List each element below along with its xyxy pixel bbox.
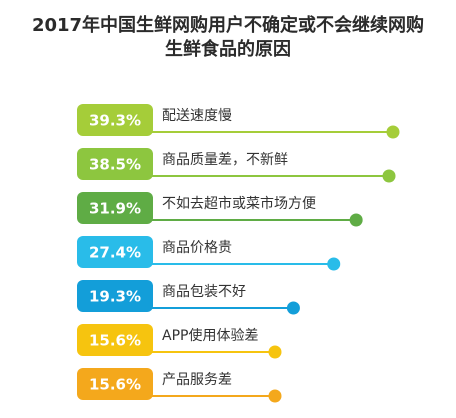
value-label: 38.5% bbox=[89, 156, 141, 174]
chart-title-line-2: 生鲜食品的原因 bbox=[165, 39, 291, 60]
category-label: 商品质量差，不新鲜 bbox=[162, 152, 288, 168]
bar-row: 15.6% 产品服务差 bbox=[77, 368, 282, 403]
chart-title-line-1: 2017年中国生鲜网购用户不确定或不会继续网购 bbox=[31, 15, 425, 36]
chart-title: 2017年中国生鲜网购用户不确定或不会继续网购 生鲜食品的原因 bbox=[0, 14, 456, 62]
bar-end-dot bbox=[268, 345, 282, 359]
value-badge bbox=[77, 280, 153, 312]
value-label: 19.3% bbox=[89, 288, 141, 306]
value-label: 31.9% bbox=[89, 200, 141, 218]
value-badge bbox=[77, 148, 153, 180]
category-label: 配送速度慢 bbox=[162, 107, 232, 124]
category-label: 商品价格贵 bbox=[162, 240, 232, 256]
bar-row: 19.3% 商品包装不好 bbox=[77, 280, 300, 315]
category-label: 产品服务差 bbox=[162, 372, 232, 388]
value-badge bbox=[77, 324, 153, 356]
bar-end-dot bbox=[268, 389, 282, 403]
category-label: APP使用体验差 bbox=[162, 327, 258, 344]
bar-end-dot bbox=[286, 301, 300, 315]
category-label: 不如去超市或菜市场方便 bbox=[162, 195, 316, 212]
category-label: 商品包装不好 bbox=[162, 284, 246, 300]
bar-row: 38.5% 商品质量差，不新鲜 bbox=[77, 148, 396, 183]
value-label: 15.6% bbox=[89, 376, 141, 394]
value-badge bbox=[77, 104, 153, 136]
bar-row: 31.9% 不如去超市或菜市场方便 bbox=[77, 192, 363, 227]
bar-end-dot bbox=[327, 257, 341, 271]
bar-end-dot bbox=[349, 213, 363, 227]
value-label: 15.6% bbox=[89, 332, 141, 350]
value-badge bbox=[77, 192, 153, 224]
value-badge bbox=[77, 368, 153, 400]
value-label: 39.3% bbox=[89, 112, 141, 130]
bar-row: 39.3% 配送速度慢 bbox=[77, 104, 400, 139]
bar-row: 27.4% 商品价格贵 bbox=[77, 236, 341, 271]
bar-row: 15.6% APP使用体验差 bbox=[77, 324, 282, 359]
bar-end-dot bbox=[386, 125, 400, 139]
value-label: 27.4% bbox=[89, 244, 141, 262]
bar-end-dot bbox=[382, 169, 396, 183]
value-badge bbox=[77, 236, 153, 268]
